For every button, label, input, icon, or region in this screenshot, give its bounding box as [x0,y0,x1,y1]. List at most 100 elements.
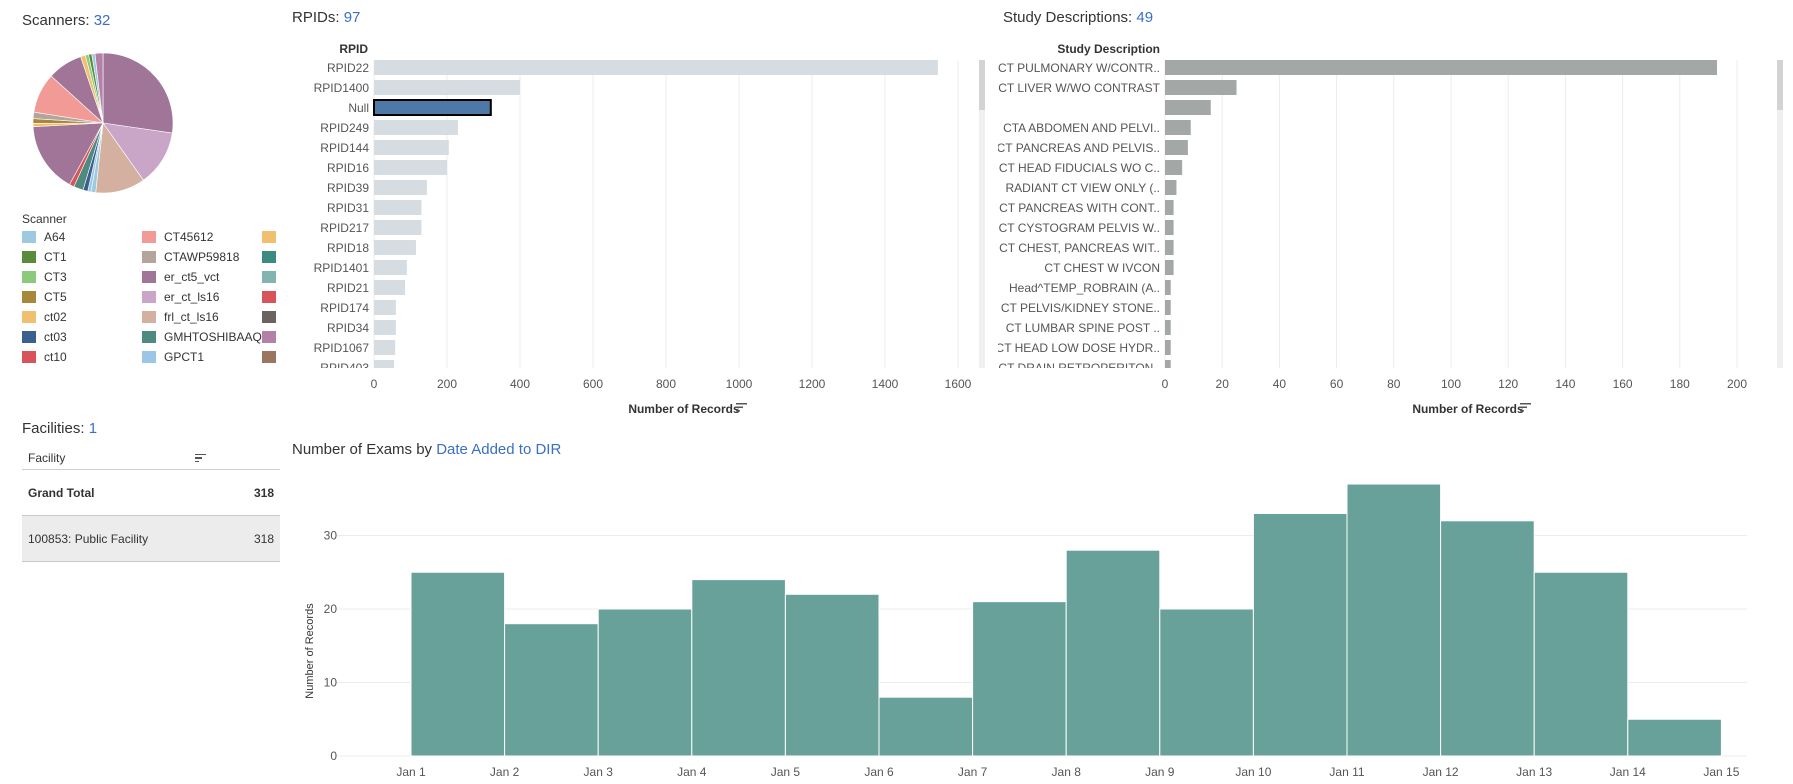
bar[interactable] [374,140,449,155]
legend-item[interactable]: ct10 [22,349,142,365]
bar[interactable] [374,220,422,235]
bar[interactable] [1165,100,1211,115]
bar[interactable] [374,180,427,195]
bar[interactable] [374,240,416,255]
bar[interactable] [878,696,974,757]
bar[interactable] [1165,140,1188,155]
legend-swatch [142,311,156,323]
bar[interactable] [374,340,396,355]
bar[interactable] [1165,360,1171,375]
bar[interactable] [374,360,395,375]
facility-table: Facility Grand Total 318 100853: Public … [22,447,280,562]
bar[interactable] [1065,549,1161,757]
legend-item[interactable]: ct03 [22,329,142,345]
sort-icon[interactable] [736,403,747,412]
x-tick-label: Jan 15 [1703,765,1739,779]
bar[interactable] [374,80,520,95]
bar[interactable] [1346,483,1442,757]
bar[interactable] [1165,220,1174,235]
bar[interactable] [1440,520,1535,757]
rpid-bar-chart[interactable]: 0 200 400 600 800 1000 1200 1400 1600RPIDRPID22R… [292,38,992,423]
scrollbar[interactable] [1777,60,1783,368]
bar[interactable] [1627,718,1722,757]
bar[interactable] [1165,180,1177,195]
legend-item[interactable]: er_ct5_vct [142,269,262,285]
bar[interactable] [1165,260,1174,275]
bar[interactable] [1165,280,1171,295]
study-bar-chart[interactable]: 0 20 40 60 80 100 120 140 160 180 200 Study Descrip… [998,38,1793,423]
bar[interactable] [597,608,693,757]
bar[interactable] [374,60,938,75]
scrollbar-thumb[interactable] [979,60,985,110]
legend-item[interactable] [262,309,286,325]
y-tick-label: CTA ABDOMEN AND PELVI.. [1003,121,1160,135]
y-tick-label: RPID217 [320,221,369,235]
bar[interactable] [1165,320,1171,335]
sort-icon[interactable] [1520,403,1531,412]
y-tick-label: CT PELVIS/KIDNEY STONE.. [1001,301,1160,315]
legend-item[interactable]: frl_ct_ls16 [142,309,262,325]
legend-item[interactable]: ct02 [22,309,142,325]
bar[interactable] [1165,160,1183,175]
legend-item[interactable]: A64 [22,229,142,245]
bar[interactable] [1165,200,1174,215]
bar[interactable] [1533,571,1629,757]
legend-label: ct03 [44,330,67,344]
legend-swatch [22,351,36,363]
bar[interactable] [1165,340,1171,355]
legend-item[interactable]: CT1 [22,249,142,265]
legend-label: frl_ct_ls16 [164,310,219,324]
legend-item[interactable] [262,229,286,245]
bar[interactable] [1165,60,1717,75]
bar[interactable] [373,99,492,116]
bar[interactable] [1165,120,1191,135]
scrollbar-thumb[interactable] [1777,60,1783,110]
legend-item[interactable] [262,289,286,305]
bar[interactable] [784,593,880,757]
scrollbar[interactable] [979,60,985,368]
bar[interactable] [374,260,407,275]
sort-icon[interactable] [195,453,206,463]
legend-item[interactable]: CT45612 [142,229,262,245]
facility-row-grand-total[interactable]: Grand Total 318 [22,470,280,516]
exams-bar-chart[interactable]: 0 10 20 30 Number of Records Jan 1 Jan 2 Jan 3 J… [292,462,1793,784]
x-tick-label: 100 [1441,377,1461,391]
facility-header[interactable]: Facility [22,447,280,470]
bar[interactable] [374,280,406,295]
bar[interactable] [691,579,786,757]
bar[interactable] [374,160,447,175]
legend-item[interactable] [262,349,286,365]
facility-row[interactable]: 100853: Public Facility 318 [22,516,280,562]
pie-slice[interactable] [102,52,174,134]
bar[interactable] [374,320,396,335]
legend-item[interactable] [262,249,286,265]
legend-item[interactable]: CT3 [22,269,142,285]
legend-item[interactable] [262,329,286,345]
legend-item[interactable]: GMHTOSHIBAAQ [142,329,262,345]
legend-item[interactable] [262,269,286,285]
legend-swatch [22,311,36,323]
legend-item[interactable]: CTAWP59818 [142,249,262,265]
bar[interactable] [1165,80,1237,95]
y-axis-title: RPID [339,42,368,56]
bar[interactable] [1159,608,1254,757]
bar[interactable] [504,623,599,757]
pie-slice[interactable] [94,52,104,124]
bar[interactable] [410,571,506,757]
legend-item[interactable]: GPCT1 [142,349,262,365]
legend-item[interactable]: CT5 [22,289,142,305]
legend-swatch [262,311,276,323]
bar[interactable] [1165,240,1174,255]
bar[interactable] [1165,300,1171,315]
legend-item[interactable]: er_ct_ls16 [142,289,262,305]
bar[interactable] [374,300,396,315]
bar[interactable] [1252,512,1348,757]
scanner-pie-chart[interactable] [28,48,178,198]
bar[interactable] [374,200,422,215]
exams-title-link[interactable]: Date Added to DIR [436,441,562,458]
x-tick-label: Jan 1 [396,765,426,779]
pie-slice[interactable] [32,122,104,185]
pie-slice[interactable] [102,122,173,181]
bar[interactable] [374,120,458,135]
bar[interactable] [972,601,1067,757]
